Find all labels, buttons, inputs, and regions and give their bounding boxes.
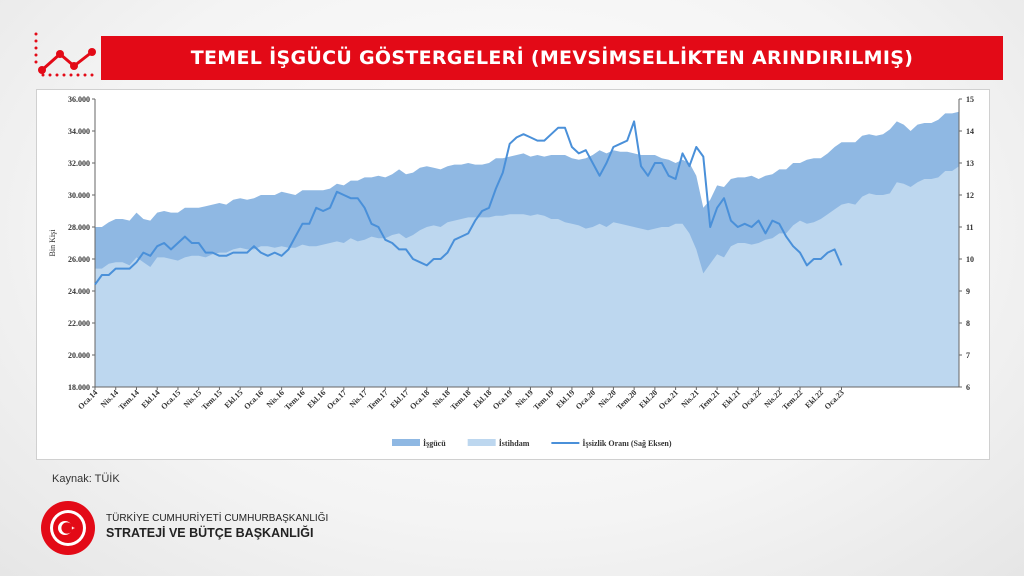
x-tick-label: Tem.15 <box>200 388 224 412</box>
x-tick-label: Oca.23 <box>823 388 846 411</box>
x-tick-label: Ekl.19 <box>554 388 576 410</box>
x-tick-label: Ekl.22 <box>803 388 825 410</box>
x-tick-label: Tem.21 <box>698 388 722 412</box>
y-right-tick-label: 14 <box>966 127 974 136</box>
y-right-tick-label: 10 <box>966 255 974 264</box>
y-right-tick-label: 8 <box>966 319 970 328</box>
seal-logo-icon <box>41 501 95 555</box>
y-right-tick-label: 7 <box>966 351 970 360</box>
y-right-tick-label: 13 <box>966 159 974 168</box>
legend-swatch-1 <box>467 439 496 446</box>
x-tick-label: Ekl.14 <box>140 388 162 410</box>
x-tick-label: Tem.14 <box>117 388 141 412</box>
y-tick-label: 24.000 <box>68 287 90 296</box>
x-tick-label: Tem.20 <box>615 388 639 412</box>
org-name-line1: TÜRKİYE CUMHURİYETİ CUMHURBAŞKANLIĞI <box>106 513 329 524</box>
y-right-tick-label: 12 <box>966 191 974 200</box>
org-name-line2: STRATEJİ VE BÜTÇE BAŞKANLIĞI <box>106 526 314 540</box>
legend: İşgücü İstihdam İşsizlik Oranı (Sağ Eksen) <box>392 438 672 448</box>
y-tick-label: 26.000 <box>68 255 90 264</box>
x-tick-label: Tem.19 <box>532 388 556 412</box>
y-tick-label: 34.000 <box>68 127 90 136</box>
slide-title: TEMEL İŞGÜCÜ GÖSTERGELERİ (MEVSİMSELLİKT… <box>190 47 914 69</box>
x-tick-label: Oca.15 <box>159 388 182 411</box>
x-tick-label: Oca.17 <box>325 388 348 411</box>
series-line-2 <box>94 120 843 286</box>
y-axis-title: Bin Kişi <box>48 229 57 257</box>
x-tick-label: Ekl.17 <box>389 388 411 410</box>
series-area-1 <box>95 166 959 387</box>
x-tick-label: Ekl.15 <box>223 388 245 410</box>
legend-label-1: İstihdam <box>499 438 530 448</box>
title-bar: TEMEL İŞGÜCÜ GÖSTERGELERİ (MEVSİMSELLİKT… <box>101 36 1003 80</box>
x-tick-label: Tem.16 <box>283 388 307 412</box>
y-tick-label: 36.000 <box>68 95 90 104</box>
legend-label-2: İşsizlik Oranı (Sağ Eksen) <box>582 438 671 448</box>
line-chart-icon <box>34 32 96 77</box>
y-tick-label: 32.000 <box>68 159 90 168</box>
y-tick-label: 22.000 <box>68 319 90 328</box>
y-right-tick-label: 11 <box>966 223 974 232</box>
y-tick-label: 30.000 <box>68 191 90 200</box>
x-tick-label: Tem.22 <box>781 388 805 412</box>
x-tick-label: Oca.19 <box>491 388 514 411</box>
x-tick-label: Tem.17 <box>366 388 390 412</box>
x-tick-label: Oca.18 <box>408 388 431 411</box>
y-right-tick-label: 6 <box>966 383 970 392</box>
legend-label-0: İşgücü <box>423 438 446 448</box>
y-tick-label: 18.000 <box>68 383 90 392</box>
chart: 18.000 20.000 22.000 24.000 26.000 28.000 30.0… <box>48 95 974 448</box>
legend-swatch-0 <box>392 439 420 446</box>
x-tick-label: Tem.18 <box>449 388 473 412</box>
x-tick-label: Oca.16 <box>242 388 265 411</box>
y-tick-label: 20.000 <box>68 351 90 360</box>
x-tick-label: Oca.22 <box>740 388 763 411</box>
x-tick-label: Ekl.16 <box>306 388 328 410</box>
x-tick-label: Ekl.21 <box>720 388 742 410</box>
x-tick-label: Ekl.18 <box>471 388 493 410</box>
source-note: Kaynak: TÜİK <box>52 473 120 485</box>
chart-frame: 18.000 20.000 22.000 24.000 26.000 28.000 30.0… <box>36 89 990 460</box>
y-tick-label: 28.000 <box>68 223 90 232</box>
x-tick-label: Ekl.20 <box>637 388 659 410</box>
x-tick-label: Oca.20 <box>574 388 597 411</box>
y-right-tick-label: 15 <box>966 95 974 104</box>
x-tick-label: Oca.21 <box>657 388 680 411</box>
y-right-tick-label: 9 <box>966 287 970 296</box>
